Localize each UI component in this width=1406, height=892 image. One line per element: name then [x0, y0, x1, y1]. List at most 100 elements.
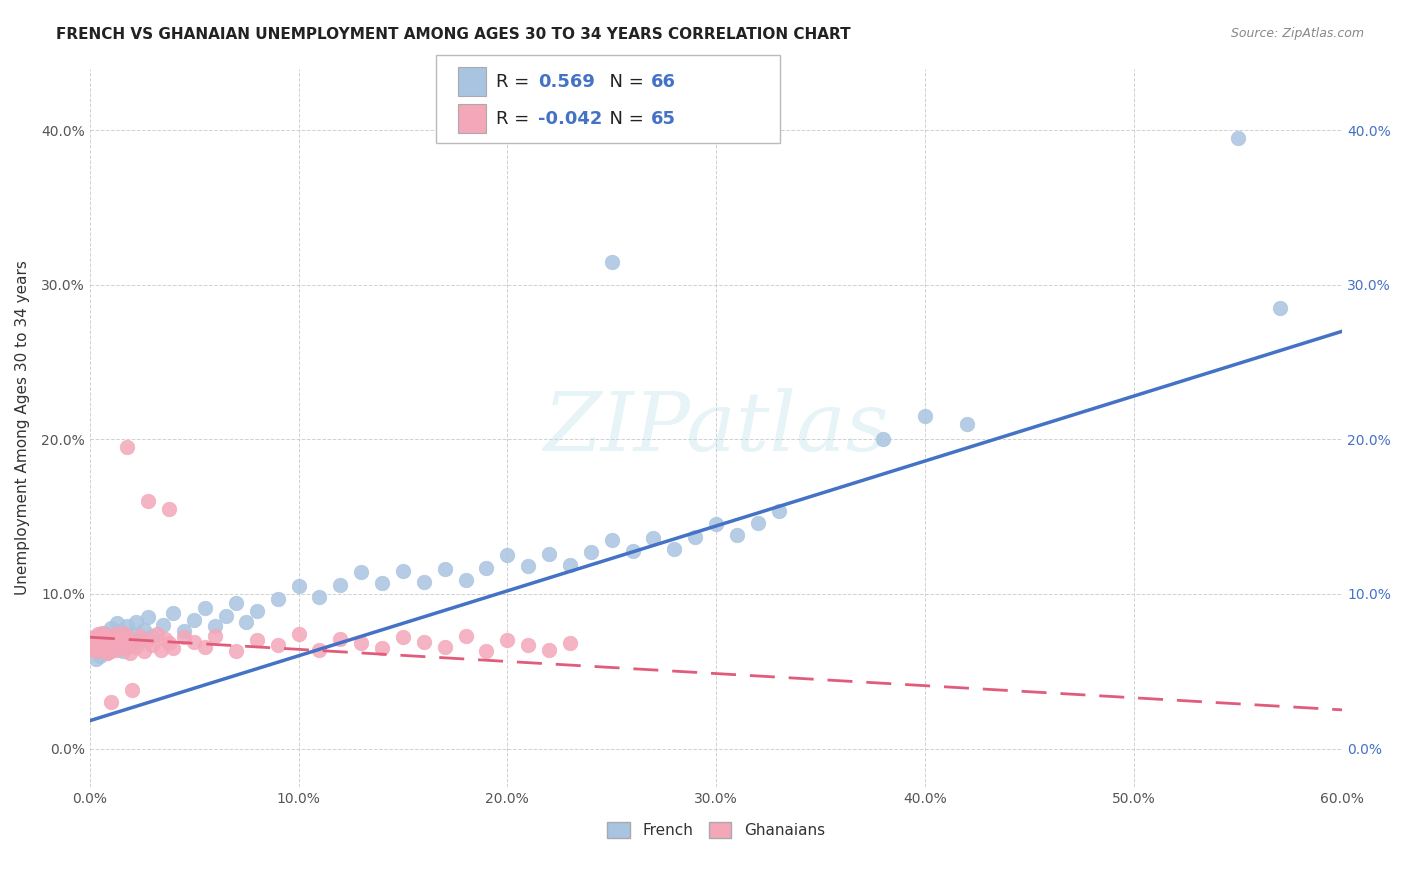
Point: [1268, 301, 1291, 315]
Point: [97, 640, 120, 654]
Point: [141, 638, 163, 652]
Point: [371, 576, 394, 591]
Point: [96, 646, 118, 660]
Point: [121, 682, 143, 697]
Point: [496, 633, 519, 648]
Point: [558, 558, 581, 572]
Text: FRENCH VS GHANAIAN UNEMPLOYMENT AMONG AGES 30 TO 34 YEARS CORRELATION CHART: FRENCH VS GHANAIAN UNEMPLOYMENT AMONG AG…: [56, 27, 851, 42]
Point: [768, 503, 790, 517]
Point: [350, 636, 373, 650]
Point: [538, 547, 561, 561]
Point: [93, 625, 115, 640]
Point: [538, 642, 561, 657]
Point: [433, 562, 456, 576]
Point: [267, 591, 290, 606]
Point: [118, 638, 141, 652]
Point: [267, 638, 290, 652]
Point: [872, 433, 894, 447]
Point: [287, 627, 309, 641]
Point: [117, 619, 139, 633]
Point: [157, 636, 180, 650]
Point: [225, 596, 247, 610]
Point: [664, 542, 686, 557]
Point: [308, 642, 330, 657]
Point: [101, 640, 124, 654]
Text: N =: N =: [598, 73, 650, 91]
Point: [475, 644, 498, 658]
Point: [173, 630, 195, 644]
Point: [110, 624, 132, 638]
Point: [104, 629, 127, 643]
Point: [329, 577, 352, 591]
Point: [350, 566, 373, 580]
Point: [114, 641, 136, 656]
Point: [725, 528, 748, 542]
Point: [141, 629, 163, 643]
Point: [105, 616, 128, 631]
Point: [93, 641, 115, 656]
Point: [121, 627, 143, 641]
Point: [579, 545, 602, 559]
Point: [246, 633, 269, 648]
Point: [204, 619, 226, 633]
Point: [84, 633, 107, 648]
Point: [129, 633, 152, 648]
Point: [558, 636, 581, 650]
Point: [97, 629, 120, 643]
Point: [136, 633, 159, 648]
Point: [93, 630, 115, 644]
Text: 65: 65: [651, 110, 676, 128]
Point: [162, 641, 184, 656]
Point: [153, 632, 176, 646]
Point: [91, 636, 114, 650]
Text: ZIPatlas: ZIPatlas: [543, 388, 889, 467]
Y-axis label: Unemployment Among Ages 30 to 34 years: Unemployment Among Ages 30 to 34 years: [15, 260, 30, 595]
Point: [955, 417, 977, 431]
Point: [114, 632, 136, 646]
Point: [87, 630, 110, 644]
Text: Source: ZipAtlas.com: Source: ZipAtlas.com: [1230, 27, 1364, 40]
Point: [704, 517, 727, 532]
Point: [83, 641, 105, 656]
Point: [162, 606, 184, 620]
Point: [121, 635, 143, 649]
Text: R =: R =: [496, 110, 536, 128]
Point: [329, 632, 352, 646]
Point: [129, 629, 152, 643]
Point: [112, 644, 135, 658]
Point: [89, 648, 111, 663]
Point: [412, 635, 434, 649]
Point: [235, 615, 257, 629]
Point: [84, 652, 107, 666]
Point: [621, 543, 644, 558]
Point: [134, 623, 156, 637]
Point: [412, 574, 434, 589]
Point: [105, 642, 128, 657]
Point: [97, 633, 120, 648]
Point: [517, 638, 540, 652]
Point: [454, 629, 477, 643]
Text: 66: 66: [651, 73, 676, 91]
Point: [204, 629, 226, 643]
Point: [84, 644, 107, 658]
Point: [89, 642, 111, 657]
Point: [91, 636, 114, 650]
Point: [117, 440, 139, 454]
Legend: French, Ghanaians: French, Ghanaians: [602, 816, 831, 844]
Point: [91, 625, 114, 640]
Point: [100, 644, 122, 658]
Point: [108, 635, 131, 649]
Point: [108, 632, 131, 646]
Point: [1226, 131, 1249, 145]
Point: [214, 608, 236, 623]
Point: [136, 610, 159, 624]
Text: -0.042: -0.042: [538, 110, 603, 128]
Point: [747, 516, 769, 530]
Point: [96, 635, 118, 649]
Point: [287, 579, 309, 593]
Point: [149, 642, 172, 657]
Point: [101, 638, 124, 652]
Point: [392, 630, 415, 644]
Text: R =: R =: [496, 73, 536, 91]
Point: [225, 644, 247, 658]
